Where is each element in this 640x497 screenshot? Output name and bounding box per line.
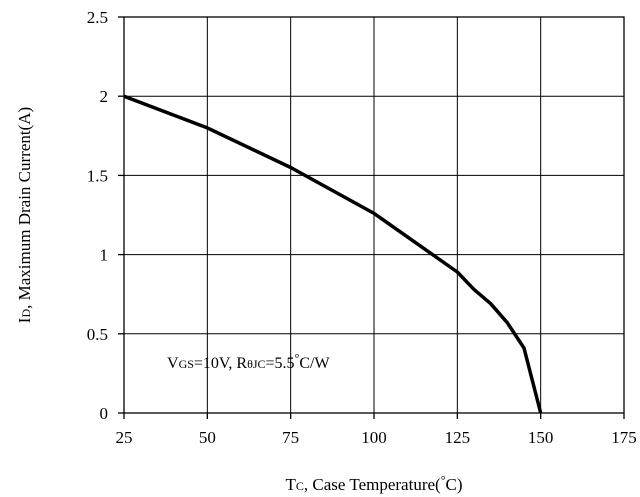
x-tick-labels: 25 50 75 100 125 150 175: [116, 428, 637, 447]
x-tick-label: 100: [361, 428, 387, 447]
y-tick-labels: 0 0.5 1 1.5 2 2.5: [87, 8, 108, 423]
x-tick-label: 125: [445, 428, 471, 447]
x-tick-label: 25: [116, 428, 133, 447]
y-tick-label: 1: [100, 246, 109, 265]
data-points: [123, 96, 541, 414]
series-line: [123, 94, 543, 414]
y-tick-label: 2: [100, 87, 109, 106]
y-tick-label: 0.5: [87, 325, 108, 344]
x-tick-label: 150: [528, 428, 554, 447]
annotation: VGS=10V, RθJC=5.5°C/W: [167, 351, 330, 372]
x-axis-title: TC, Case Temperature(°C): [285, 473, 462, 494]
x-tick-label: 175: [611, 428, 637, 447]
y-tick-label: 1.5: [87, 166, 108, 185]
y-axis-title: ID, Maximum Drain Current(A): [15, 107, 34, 323]
x-tick-label: 75: [282, 428, 299, 447]
y-tick-label: 2.5: [87, 8, 108, 27]
x-tick-label: 50: [199, 428, 216, 447]
tick-marks: [118, 16, 625, 419]
y-tick-label: 0: [100, 404, 109, 423]
